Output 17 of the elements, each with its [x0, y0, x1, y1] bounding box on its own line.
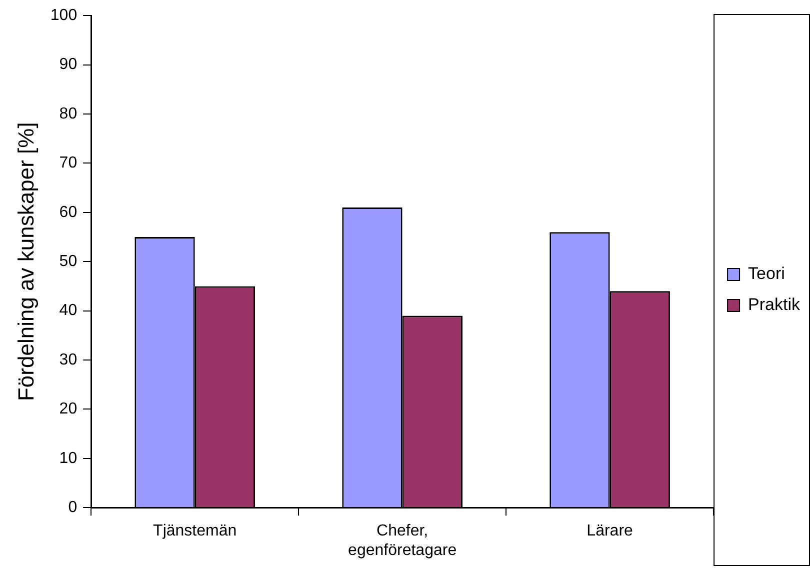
y-tick-label: 40 — [59, 302, 78, 320]
y-tick-label: 60 — [59, 204, 78, 221]
y-tick-label: 10 — [59, 450, 78, 467]
y-tick-label: 70 — [59, 154, 78, 172]
y-tick-label: 100 — [50, 7, 78, 24]
y-tick-label: 20 — [59, 400, 78, 418]
y-axis-title: Fördelning av kunskaper [%] — [13, 122, 38, 402]
legend-label: Teori — [748, 264, 785, 284]
y-tick-label: 30 — [59, 351, 78, 368]
y-tick-label: 90 — [59, 56, 78, 74]
x-tick-label: Chefer, egenföretagare — [348, 522, 457, 559]
x-tick-label: Tjänstemän — [153, 522, 237, 540]
x-tick-label: Lärare — [586, 522, 634, 540]
legend-label: Praktik — [748, 295, 800, 314]
y-tick-label: 80 — [59, 105, 78, 122]
y-tick-label: 0 — [68, 499, 78, 516]
y-tick-label: 50 — [59, 253, 78, 270]
